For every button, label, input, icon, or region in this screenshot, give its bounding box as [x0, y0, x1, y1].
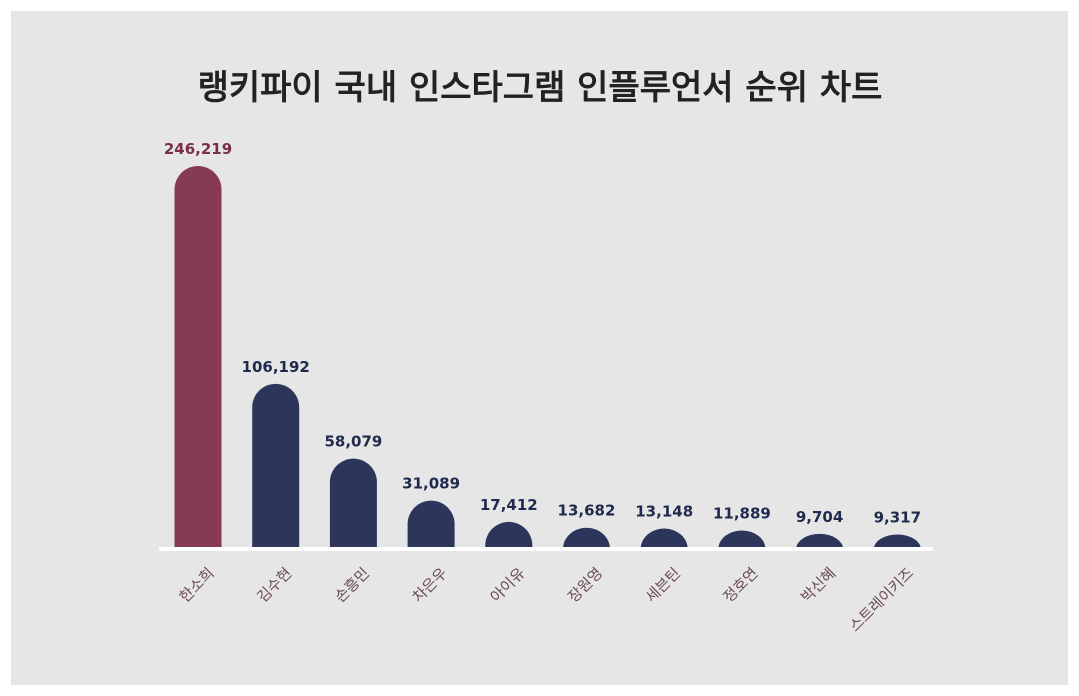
value-label-3: 58,079: [324, 433, 382, 451]
bar-6: [563, 527, 610, 549]
value-label-5: 17,412: [480, 496, 538, 514]
category-label-5: 아이유: [487, 564, 529, 606]
bar-8: [718, 530, 766, 549]
category-label-9: 박신혜: [797, 564, 839, 606]
value-label-4: 31,089: [402, 475, 460, 493]
chart-title: 랭키파이 국내 인스타그램 인플루언서 순위 차트: [198, 68, 883, 108]
value-label-10: 9,317: [874, 509, 921, 527]
bar-2: [252, 383, 300, 549]
category-label-10: 스트레이키즈: [846, 564, 917, 635]
value-label-6: 13,682: [558, 502, 616, 520]
category-label-2: 김수현: [253, 564, 295, 606]
category-label-7: 세븐틴: [642, 564, 684, 606]
value-label-7: 13,148: [635, 503, 693, 521]
bar-3: [329, 458, 377, 549]
bar-10: [873, 534, 921, 549]
bar-7: [640, 528, 688, 549]
value-label-2: 106,192: [242, 358, 310, 376]
bar-chart: 랭키파이 국내 인스타그램 인플루언서 순위 차트 246,219 106,192…: [159, 68, 933, 635]
category-label-1: 한소희: [176, 564, 218, 606]
category-label-4: 차은우: [409, 564, 451, 606]
bar-5: [485, 521, 533, 549]
category-labels-group: 한소희 김수현 손흥민 차은우 아이유 장원영 세븐틴 정호연 박신혜 스트레이키즈: [176, 564, 917, 635]
bar-9: [796, 533, 844, 549]
value-label-9: 9,704: [796, 508, 843, 526]
chart-panel: 랭키파이 국내 인스타그램 인플루언서 순위 차트 246,219 106,192…: [11, 11, 1068, 685]
value-label-8: 11,889: [713, 505, 771, 523]
bars-group: [174, 166, 921, 549]
bar-1: [174, 166, 222, 549]
category-label-3: 손흥민: [331, 564, 373, 606]
category-label-8: 정호연: [720, 564, 762, 606]
value-labels-group: 246,219 106,192 58,079 31,089 17,412 13,682 13…: [164, 140, 921, 527]
bar-4: [407, 500, 455, 549]
category-label-6: 장원영: [564, 564, 606, 606]
value-label-1: 246,219: [164, 140, 232, 158]
